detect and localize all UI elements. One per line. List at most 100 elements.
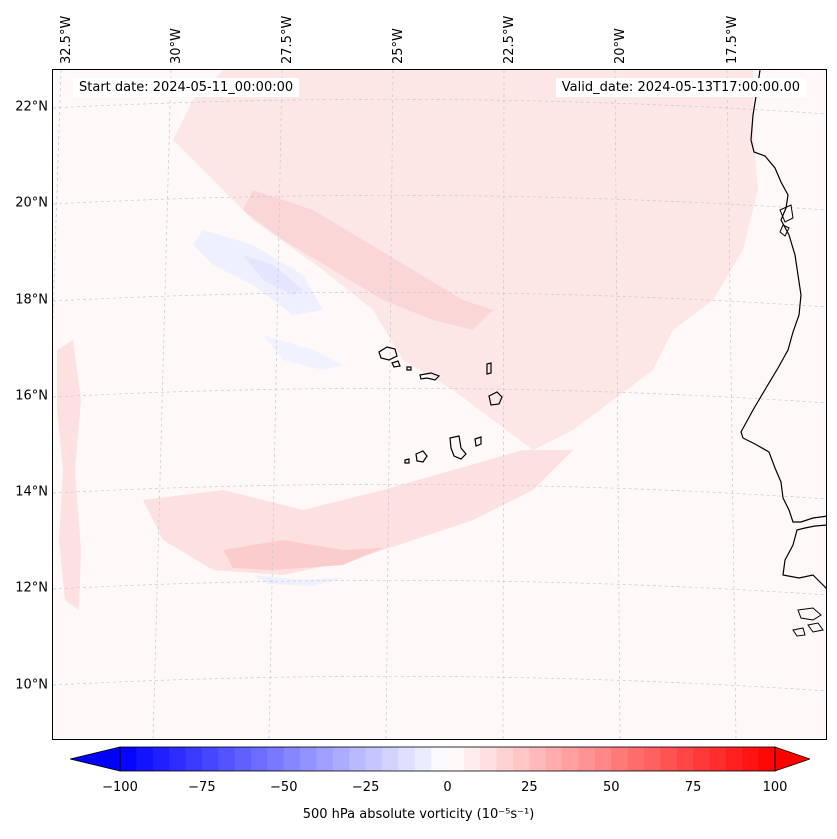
- vorticity-field: [57, 70, 758, 610]
- map-panel: Start date: 2024-05-11_00:00:00 Valid_da…: [52, 69, 827, 740]
- colorbar-bin: [463, 747, 481, 771]
- colorbar-bin: [594, 747, 612, 771]
- colorbar-bin: [529, 747, 547, 771]
- lon-label-20w: 20°W: [613, 28, 628, 64]
- colorbar-bin: [545, 747, 563, 771]
- colorbar-bin: [300, 747, 317, 771]
- lat-label-22n: 22°N: [15, 99, 48, 115]
- island-brava: [404, 458, 410, 464]
- colorbar-bin: [414, 747, 432, 771]
- lon-label-22-5w: 22.5°W: [502, 15, 517, 64]
- colorbar-bin: [251, 747, 268, 771]
- graticule: [53, 70, 826, 739]
- africa-coastline-south: [782, 524, 826, 589]
- colorbar-bin: [562, 747, 579, 771]
- bijagos-islands: [792, 607, 824, 637]
- colorbar-bin: [496, 747, 514, 771]
- colorbar-bin: [120, 747, 137, 771]
- colorbar-bin: [725, 747, 743, 771]
- colorbar-bin: [382, 747, 399, 771]
- gridline-lat-22n: [53, 98, 826, 115]
- colorbar-bin: [431, 747, 448, 771]
- colorbar-bin: [316, 747, 334, 771]
- island-santiago: [449, 435, 467, 460]
- colorbar-tick-label: 25: [521, 780, 538, 795]
- colorbar-tick-label: 0: [443, 780, 452, 795]
- gridline-lat-20n: [53, 194, 826, 211]
- island-sal: [486, 362, 492, 375]
- lon-label-30w: 30°W: [169, 28, 184, 64]
- colorbar-bin: [365, 747, 383, 771]
- colorbar-bin: [480, 747, 498, 771]
- gridline-lat-18n: [53, 291, 826, 308]
- colorbar-bin: [758, 747, 776, 771]
- colorbar-bin: [332, 747, 350, 771]
- colorbar-tick-label: −50: [270, 780, 298, 795]
- lat-label-14n: 14°N: [15, 484, 48, 500]
- lat-label-20n: 20°N: [15, 195, 48, 211]
- lat-label-16n: 16°N: [15, 388, 48, 404]
- gridline-lon-17-5w: [726, 70, 737, 739]
- colorbar-bin: [578, 747, 596, 771]
- negative-vorticity-patch-mid: [263, 335, 343, 370]
- positive-vorticity-band-north: [173, 70, 758, 450]
- africa-coastline: [740, 70, 826, 523]
- colorbar-bin: [611, 747, 629, 771]
- colorbar-bin: [693, 747, 710, 771]
- island-boa-vista: [488, 391, 503, 406]
- colorbar-bin: [660, 747, 678, 771]
- colorbar-bin: [644, 747, 661, 771]
- colorbar-outline: [119, 746, 776, 772]
- start-date-label: Start date: 2024-05-11_00:00:00: [73, 78, 300, 97]
- colorbar-bin: [201, 747, 219, 771]
- cape-verde-islands: [378, 346, 503, 464]
- colorbar-bin: [447, 747, 465, 771]
- gridline-lon-25w: [385, 70, 394, 739]
- colorbar-bin: [218, 747, 236, 771]
- lon-label-27-5w: 27.5°W: [280, 15, 295, 64]
- lon-label-25w: 25°W: [391, 28, 406, 64]
- gridline-lon-20w: [614, 70, 621, 739]
- gridline-lat-10n: [53, 675, 826, 692]
- colorbar-tick-label: 75: [684, 780, 702, 795]
- positive-vorticity-band-ne: [613, 70, 753, 260]
- positive-vorticity-band-south: [143, 450, 573, 575]
- colorbar-bin: [283, 747, 301, 771]
- colorbar-bin: [169, 747, 186, 771]
- colorbar-bin: [267, 747, 285, 771]
- colorbar-bin: [398, 747, 416, 771]
- colorbar-bin: [185, 747, 203, 771]
- colorbar-extend-max: [774, 746, 812, 772]
- colorbar-tick-label: 50: [602, 780, 620, 795]
- colorbar-svg: [69, 746, 812, 772]
- lon-label-17-5w: 17.5°W: [725, 15, 740, 64]
- colorbar-bin: [709, 747, 727, 771]
- positive-vorticity-west-strip: [57, 340, 81, 610]
- colorbar-bin: [742, 747, 760, 771]
- valid-date-label: Valid_date: 2024-05-13T17:00:00.00: [555, 78, 806, 97]
- vorticity-map: [53, 70, 826, 739]
- gridline-lon-27-5w: [268, 70, 283, 739]
- colorbar: [69, 744, 812, 774]
- colorbar-bin: [513, 747, 530, 771]
- lat-label-10n: 10°N: [15, 677, 48, 693]
- lat-label-18n: 18°N: [15, 292, 48, 308]
- gridline-lat-16n: [53, 387, 826, 404]
- colorbar-tick-label: −100: [102, 780, 138, 795]
- lon-label-32-5w: 32.5°W: [59, 15, 74, 64]
- dakar-peninsula: [779, 204, 794, 237]
- island-sao-vicente: [391, 360, 401, 368]
- island-santa-luzia: [406, 366, 412, 371]
- colorbar-cells: [120, 747, 776, 771]
- gridline-lon-22-5w: [502, 70, 505, 739]
- gridline-lat-14n: [53, 483, 826, 500]
- positive-vorticity-core-south: [223, 540, 383, 570]
- colorbar-tick-label: 100: [762, 780, 788, 795]
- colorbar-extend-min: [69, 746, 121, 772]
- colorbar-label: 500 hPa absolute vorticity (10⁻⁵s⁻¹): [302, 807, 535, 822]
- colorbar-bin: [349, 747, 367, 771]
- island-santo-antao: [378, 346, 398, 361]
- colorbar-tick-label: −25: [351, 780, 380, 795]
- lat-label-12n: 12°N: [15, 580, 48, 596]
- positive-vorticity-core-north: [243, 190, 493, 330]
